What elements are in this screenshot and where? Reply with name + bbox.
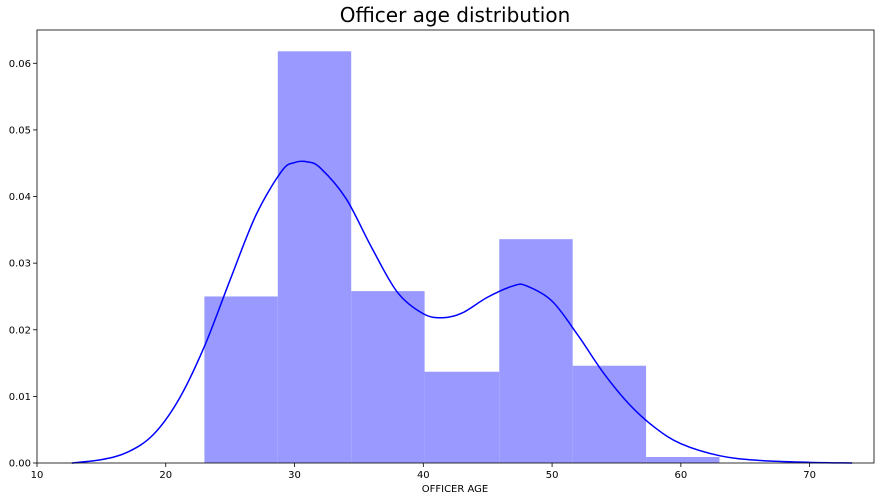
y-axis: 0.00 0.01 0.02 0.03 0.04 0.05 0.06 [9, 59, 37, 470]
kde-curve-group [71, 160, 853, 464]
y-tick-label: 0.04 [9, 192, 31, 203]
y-tick-label: 0.05 [9, 125, 31, 136]
x-tick-label: 20 [159, 470, 172, 481]
x-axis: 10 20 30 40 50 60 70 [31, 463, 816, 481]
x-tick-label: 40 [417, 470, 430, 481]
y-tick-label: 0.06 [9, 59, 31, 70]
x-tick-label: 10 [31, 470, 44, 481]
y-tick-label: 0.02 [9, 325, 31, 336]
histogram-bar [646, 457, 720, 463]
histogram-bar [424, 371, 500, 463]
x-tick-label: 60 [674, 470, 687, 481]
histogram-bar [351, 291, 425, 463]
histogram-bars [204, 51, 720, 463]
x-tick-label: 70 [803, 470, 816, 481]
histogram-bar [204, 296, 278, 463]
histogram-bar [277, 51, 352, 463]
x-axis-label: OFFICER AGE [422, 484, 488, 495]
histogram-bar [499, 239, 573, 463]
x-tick-label: 50 [546, 470, 559, 481]
kde-curve [71, 160, 853, 464]
plot-frame [36, 29, 875, 464]
x-tick-label: 30 [288, 470, 301, 481]
chart-title: Officer age distribution [340, 3, 571, 27]
histogram-bar [572, 365, 647, 463]
y-tick-label: 0.03 [9, 259, 31, 270]
y-tick-label: 0.00 [9, 459, 31, 470]
y-tick-label: 0.01 [9, 392, 31, 403]
